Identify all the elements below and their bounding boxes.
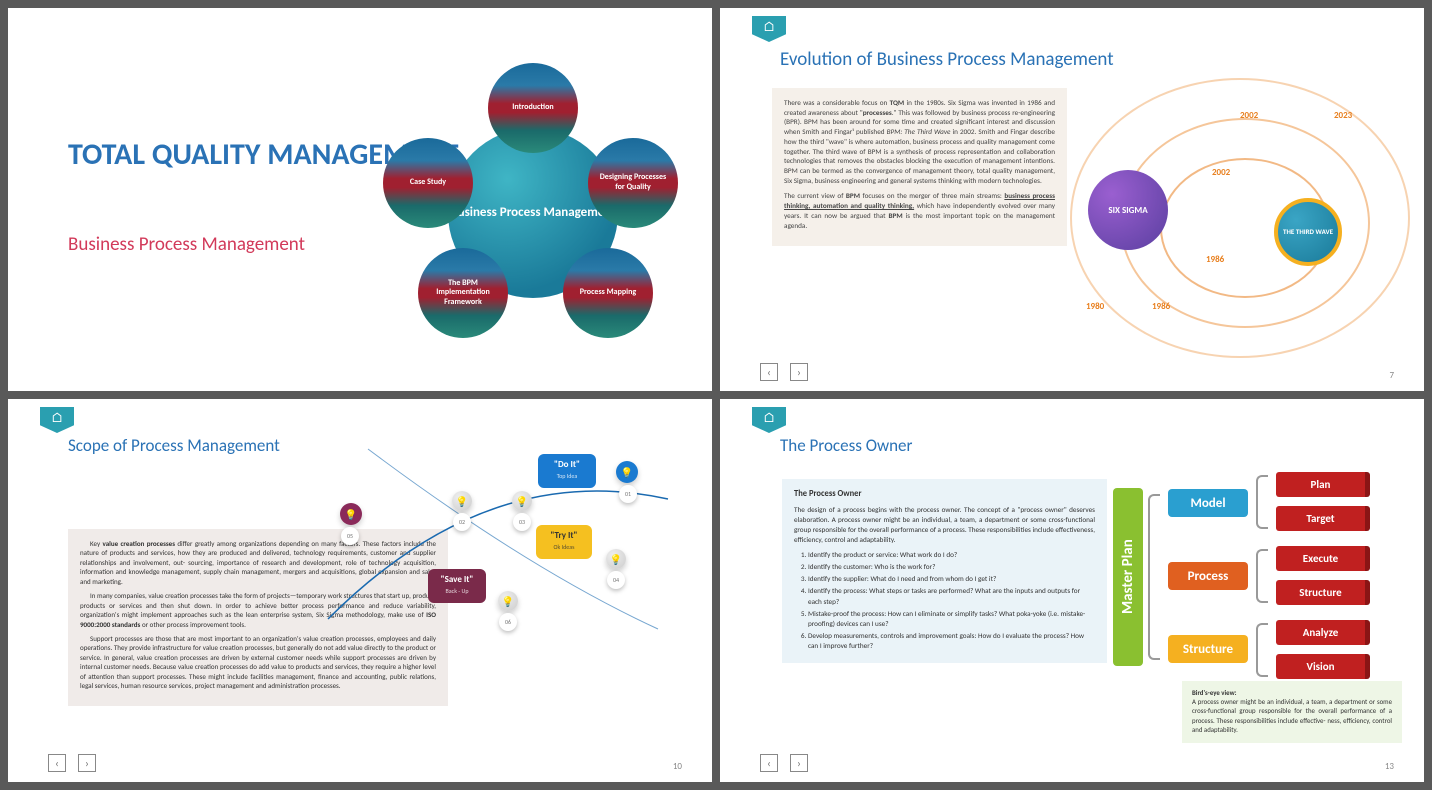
third-wave-circle: THE THIRD WAVE xyxy=(1274,198,1342,266)
num-badge: 01 xyxy=(619,485,637,503)
next-button[interactable]: › xyxy=(78,754,96,772)
right-structure: Structure xyxy=(1276,580,1370,605)
page-number: 10 xyxy=(673,761,682,772)
birds-eye-box: Bird's-eye view: A process owner might b… xyxy=(1182,681,1402,743)
bracket xyxy=(1256,623,1268,677)
right-plan: Plan xyxy=(1276,472,1370,497)
right-target: Target xyxy=(1276,506,1370,531)
process-owner-box: The Process Owner The design of a proces… xyxy=(782,479,1107,663)
subtitle: Business Process Management xyxy=(68,233,305,258)
bulb-icon: 💡 xyxy=(452,491,472,511)
mid-process: Process xyxy=(1168,562,1248,590)
num-badge: 03 xyxy=(513,513,531,531)
prev-button[interactable]: ‹ xyxy=(760,363,778,381)
num-badge: 02 xyxy=(453,513,471,531)
num-badge: 06 xyxy=(499,613,517,631)
year: 2023 xyxy=(1334,110,1352,121)
master-plan-bar: Master Plan xyxy=(1113,488,1143,666)
slide-3: Scope of Process Management Key value cr… xyxy=(8,399,712,782)
slide3-title: Scope of Process Management xyxy=(68,435,280,456)
mid-model: Model xyxy=(1168,489,1248,517)
petal-designing: Designing Processes for Quality xyxy=(588,138,678,228)
step-item: Identify the customer: Who is the work f… xyxy=(808,562,1095,572)
next-button[interactable]: › xyxy=(790,754,808,772)
bulb-icon: 💡 xyxy=(616,461,638,483)
slide2-title: Evolution of Business Process Management xyxy=(780,48,1114,71)
slide-4: The Process Owner The Process Owner The … xyxy=(720,399,1424,782)
nav-buttons: ‹ › xyxy=(760,754,808,772)
bulb-icon: 💡 xyxy=(340,503,362,525)
num-badge: 05 xyxy=(341,527,359,545)
step-item: Develop measurements, controls and impro… xyxy=(808,631,1095,651)
bubble-doit: "Do It"Top Idea xyxy=(538,454,596,488)
home-icon[interactable] xyxy=(40,407,74,433)
bulb-icon: 💡 xyxy=(512,491,532,511)
year: 1986 xyxy=(1152,301,1170,312)
page-number: 7 xyxy=(1389,370,1394,381)
page-number: 13 xyxy=(1385,761,1394,772)
num-badge: 04 xyxy=(607,571,625,589)
bracket xyxy=(1148,494,1160,660)
next-button[interactable]: › xyxy=(790,363,808,381)
nav-buttons: ‹ › xyxy=(760,363,808,381)
petal-framework: The BPM Implementation Framework xyxy=(418,248,508,338)
petal-intro: Introduction xyxy=(488,63,578,153)
right-execute: Execute xyxy=(1276,546,1370,571)
year: 2002 xyxy=(1240,110,1258,121)
step-item: Identify the product or service: What wo… xyxy=(808,550,1095,560)
petal-casestudy: Case Study xyxy=(383,138,473,228)
right-vision: Vision xyxy=(1276,654,1370,679)
right-analyze: Analyze xyxy=(1276,620,1370,645)
bulb-icon: 💡 xyxy=(498,591,518,611)
six-sigma-circle: SIX SIGMA xyxy=(1088,170,1168,250)
bracket xyxy=(1256,475,1268,529)
prev-button[interactable]: ‹ xyxy=(760,754,778,772)
mid-structure: Structure xyxy=(1168,635,1248,663)
year: 2002 xyxy=(1212,167,1230,178)
slide-1: TOTAL QUALITY MANAGEMENT Business Proces… xyxy=(8,8,712,391)
bubble-saveit: "Save It"Back - Up xyxy=(428,569,486,603)
bracket xyxy=(1256,549,1268,603)
year: 1986 xyxy=(1206,254,1224,265)
year: 1980 xyxy=(1086,301,1104,312)
step-item: Mistake-proof the process: How can I eli… xyxy=(808,609,1095,629)
petal-mapping: Process Mapping xyxy=(563,248,653,338)
prev-button[interactable]: ‹ xyxy=(48,754,66,772)
home-icon[interactable] xyxy=(752,407,786,433)
nav-buttons: ‹ › xyxy=(48,754,96,772)
slide2-body: There was a considerable focus on TQM in… xyxy=(772,88,1067,246)
slide3-body: Key value creation processes differ grea… xyxy=(68,529,448,706)
slide-2: Evolution of Business Process Management… xyxy=(720,8,1424,391)
step-item: Identify the process: What steps or task… xyxy=(808,586,1095,606)
bulb-icon: 💡 xyxy=(606,549,626,569)
bubble-tryit: "Try It"Ok Ideas xyxy=(536,525,592,559)
step-item: Identify the supplier: What do I need an… xyxy=(808,574,1095,584)
slide4-title: The Process Owner xyxy=(780,435,912,456)
home-icon[interactable] xyxy=(752,16,786,42)
